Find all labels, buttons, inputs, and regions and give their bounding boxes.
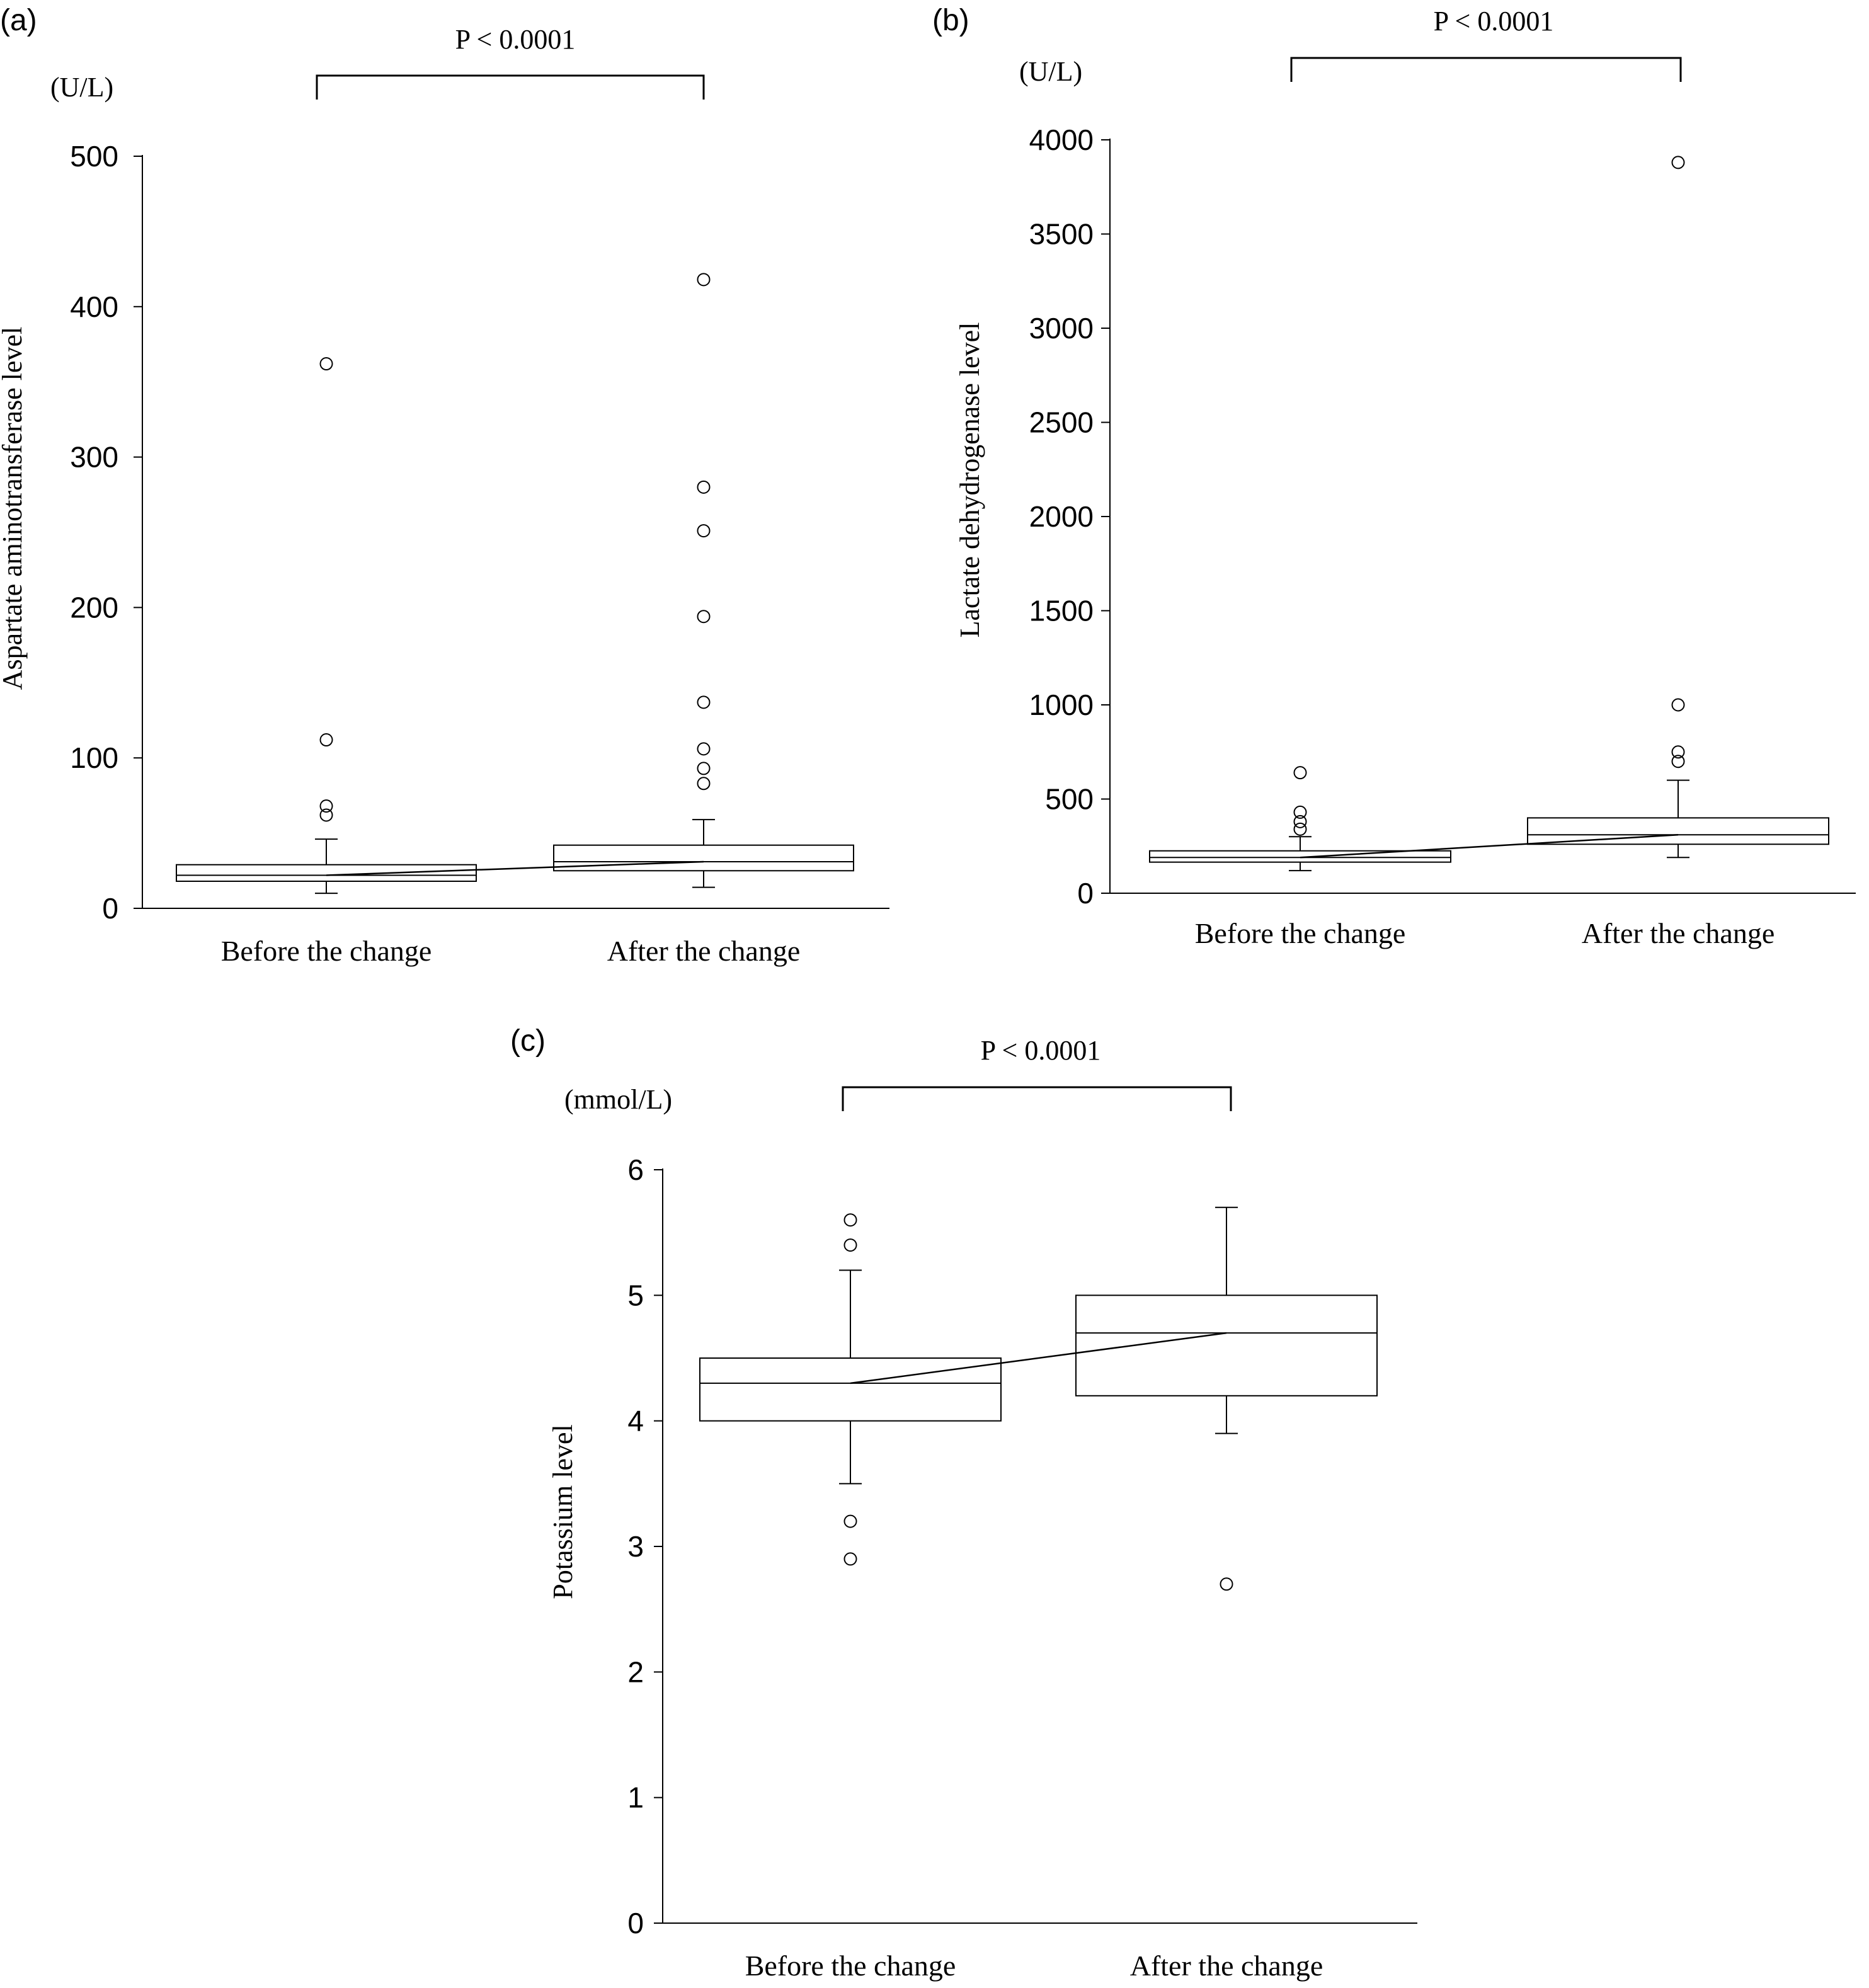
- panel-c-category-label: After the change: [1130, 1950, 1323, 1982]
- panel-c-ylabel: Potassium level: [547, 1424, 578, 1599]
- outlier-point: [319, 733, 333, 747]
- panel-c-ytick-label: 0: [627, 1907, 644, 1939]
- panel-c-ytick-label: 6: [627, 1153, 644, 1186]
- iqr-box: [553, 844, 854, 872]
- panel-c-category-label: Before the change: [745, 1950, 956, 1982]
- panel-c-median-trend-line: [850, 1332, 1227, 1385]
- panel-a-ytick-label: 0: [102, 892, 118, 925]
- panel-b-significance: P < 0.0001: [1434, 6, 1554, 37]
- outlier-point: [1293, 822, 1307, 836]
- panel-b-unit: (U/L): [1019, 56, 1082, 87]
- panel-a-ytick-label: 300: [70, 441, 118, 474]
- panel-b-ytick-label: 3500: [1029, 218, 1094, 251]
- panel-a-label: (a): [0, 4, 37, 37]
- panel-a-significance-bracket: [316, 74, 705, 100]
- outlier-point: [1220, 1577, 1233, 1591]
- panel-b: (b) (U/L) P < 0.0001 Lactate dehydrogena…: [932, 4, 1856, 949]
- panel-a-median-trend-line: [326, 860, 704, 876]
- panel-a-ylabel: Aspartate aminotransferase level: [0, 327, 28, 690]
- outlier-point: [319, 808, 333, 822]
- panel-a-ytick-label: 500: [70, 140, 118, 173]
- panel-c-label: (c): [510, 1024, 546, 1058]
- panel-b-ytick-label: 500: [1045, 783, 1094, 816]
- panel-b-marks: 0 500 1000 1500 2000 2500 3000 3500 4000 Before t…: [1029, 57, 1856, 949]
- panel-c-significance: P < 0.0001: [981, 1035, 1101, 1066]
- outlier-point: [697, 480, 711, 494]
- panel-a-significance: P < 0.0001: [455, 24, 576, 55]
- panel-c-ytick-label: 1: [627, 1781, 644, 1814]
- outlier-point: [697, 742, 711, 756]
- iqr-box: [1075, 1294, 1378, 1397]
- panel-c-ytick-label: 4: [627, 1405, 644, 1437]
- panel-c-ytick-label: 5: [627, 1279, 644, 1311]
- panel-b-ytick-label: 4000: [1029, 123, 1094, 156]
- panel-b-category-label: Before the change: [1195, 917, 1406, 949]
- outlier-point: [697, 524, 711, 538]
- panel-b-significance-bracket: [1290, 57, 1682, 82]
- panel-b-ytick-label: 2000: [1029, 500, 1094, 533]
- panel-a-unit: (U/L): [50, 72, 113, 103]
- panel-b-ylabel: Lactate dehydrogenase level: [954, 323, 985, 638]
- panel-b-ytick-label: 1000: [1029, 688, 1094, 721]
- panel-b-ytick-label: 3000: [1029, 312, 1094, 345]
- outlier-point: [843, 1213, 857, 1227]
- outlier-point: [1671, 745, 1685, 759]
- outlier-point: [1293, 814, 1307, 828]
- panel-c-unit: (mmol/L): [564, 1084, 672, 1115]
- outlier-point: [697, 777, 711, 791]
- panel-a-category-label: Before the change: [221, 935, 432, 967]
- panel-b-category-label: After the change: [1582, 917, 1775, 949]
- outlier-point: [1671, 698, 1685, 712]
- panel-c-marks: 0 1 2 3 4 5 6 Before the change After the change: [627, 1086, 1417, 1982]
- iqr-box: [699, 1357, 1002, 1422]
- panel-c-ytick-label: 2: [627, 1655, 644, 1688]
- outlier-point: [843, 1552, 857, 1566]
- panel-b-ytick-label: 1500: [1029, 595, 1094, 627]
- panel-c-ytick-label: 3: [627, 1530, 644, 1563]
- outlier-point: [697, 695, 711, 709]
- panel-b-label: (b): [932, 4, 969, 37]
- outlier-point: [1293, 766, 1307, 780]
- panel-a-box-before: [176, 357, 477, 894]
- outlier-point: [843, 1514, 857, 1528]
- iqr-box: [1527, 817, 1829, 845]
- panel-c-box-after: [1075, 1206, 1378, 1591]
- outlier-point: [697, 762, 711, 775]
- outlier-point: [319, 799, 333, 813]
- panel-a: (a) (U/L) P < 0.0001 Aspartate aminotran…: [0, 4, 889, 967]
- panel-a-ytick-label: 200: [70, 591, 118, 624]
- outlier-point: [843, 1238, 857, 1252]
- outlier-point: [319, 357, 333, 371]
- panel-a-category-label: After the change: [607, 935, 801, 967]
- iqr-box: [1149, 850, 1451, 863]
- iqr-box: [176, 864, 477, 883]
- panel-b-ytick-label: 0: [1077, 877, 1094, 910]
- panel-b-box-after: [1527, 156, 1829, 859]
- panel-c-significance-bracket: [842, 1086, 1232, 1111]
- panel-c: (c) (mmol/L) P < 0.0001 Potassium level …: [510, 1024, 1417, 1982]
- panel-a-ytick-label: 100: [70, 741, 118, 774]
- outlier-point: [697, 610, 711, 624]
- outlier-point: [1293, 805, 1307, 819]
- panel-a-ytick-label: 400: [70, 290, 118, 323]
- panel-a-box-after: [553, 273, 854, 888]
- outlier-point: [697, 273, 711, 287]
- outlier-point: [1671, 156, 1685, 169]
- panel-b-median-trend-line: [1300, 834, 1679, 859]
- panel-b-box-before: [1149, 766, 1451, 872]
- panel-c-box-before: [699, 1213, 1002, 1566]
- outlier-point: [1671, 755, 1685, 768]
- panel-a-marks: 0 100 200 300 400 500 Before the change After t…: [70, 74, 889, 967]
- panel-b-ytick-label: 2500: [1029, 406, 1094, 439]
